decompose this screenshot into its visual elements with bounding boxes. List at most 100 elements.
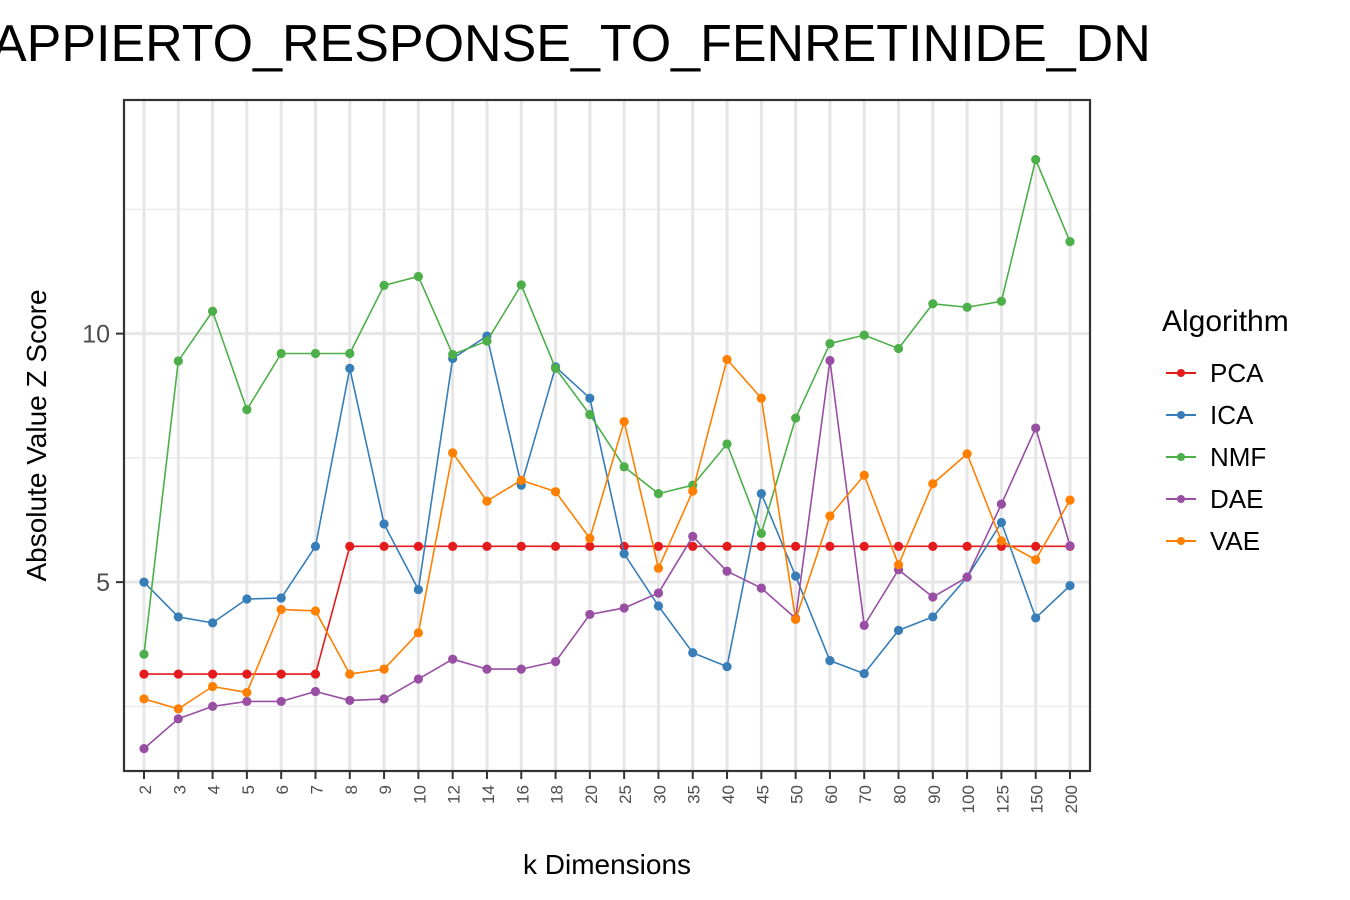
data-point-ica [585, 393, 595, 403]
data-point-nmf [345, 348, 355, 359]
x-tick-label: 6 [273, 785, 292, 794]
data-point-vae [722, 354, 732, 365]
data-point-dae [722, 566, 732, 576]
data-point-ica [996, 517, 1007, 528]
legend-key-point [1177, 495, 1185, 503]
legend-item-vae: VAE [1162, 520, 1342, 562]
data-point-pca [310, 669, 321, 679]
data-point-pca [448, 541, 458, 551]
data-point-vae [448, 448, 458, 458]
x-tick-label: 9 [376, 785, 395, 794]
series-line-vae [143, 358, 1071, 710]
data-point-nmf [276, 348, 286, 359]
data-point-ica [859, 668, 869, 679]
x-tick-label: 12 [445, 785, 464, 804]
legend-label: NMF [1210, 442, 1267, 472]
legend-label: PCA [1210, 358, 1264, 388]
legend-key-nmf [1162, 436, 1196, 478]
series-nmf [139, 155, 1075, 659]
legend-label: DAE [1210, 484, 1264, 514]
series-vae [139, 354, 1075, 714]
data-point-vae [1031, 555, 1041, 565]
data-point-ica [928, 612, 938, 622]
legend-item-nmf: NMF [1162, 436, 1342, 478]
x-tick-label: 30 [650, 785, 669, 804]
axis-ticks [116, 332, 1071, 779]
legend-label: ICA [1210, 400, 1254, 430]
data-point-pca [345, 541, 355, 551]
data-point-pca [482, 541, 492, 551]
legend-key-vae [1162, 520, 1196, 562]
data-point-dae [688, 531, 698, 541]
data-point-vae [1065, 495, 1075, 505]
data-point-nmf [653, 489, 664, 499]
data-point-ica [619, 549, 629, 559]
data-point-ica [310, 541, 321, 551]
y-tick-labels: 5 10 [82, 321, 110, 598]
data-point-vae [207, 681, 218, 692]
data-point-vae [756, 393, 766, 403]
data-point-ica [207, 618, 218, 628]
data-point-pca [242, 669, 252, 679]
data-point-pca [893, 541, 904, 551]
legend-title: Algorithm [1162, 305, 1289, 338]
data-point-vae [550, 487, 561, 497]
data-point-ica [345, 363, 355, 373]
x-tick-label: 7 [307, 785, 326, 794]
data-point-dae [585, 609, 595, 620]
data-point-nmf [756, 528, 766, 539]
x-tick-label: 25 [616, 785, 635, 804]
data-point-ica [173, 612, 183, 622]
data-point-dae [825, 355, 835, 366]
x-tick-labels: 2 3 4 5 6 7 8 9 10 12 14 16 18 20 25 30 35 40 45 50 60 70 80 90… [136, 785, 1081, 813]
data-point-ica [756, 489, 766, 499]
series-layer [139, 155, 1075, 754]
data-point-nmf [928, 299, 938, 309]
x-tick-label: 200 [1062, 785, 1081, 813]
data-point-dae [139, 744, 149, 754]
data-point-nmf [893, 343, 904, 354]
legend-key-point [1177, 453, 1185, 461]
data-point-nmf [585, 410, 595, 420]
data-point-dae [756, 583, 766, 593]
data-point-nmf [996, 296, 1007, 306]
data-point-nmf [139, 649, 149, 659]
data-point-ica [791, 571, 801, 581]
data-point-pca [1031, 541, 1041, 551]
series-dae [139, 355, 1075, 754]
legend-key-pca [1162, 352, 1196, 394]
data-point-pca [379, 541, 389, 551]
data-point-vae [996, 536, 1007, 546]
data-point-nmf [379, 280, 389, 290]
data-point-pca [276, 669, 286, 679]
data-point-nmf [173, 356, 183, 366]
x-tick-label: 60 [822, 785, 841, 804]
data-point-dae [1065, 541, 1075, 551]
data-point-nmf [482, 336, 492, 346]
data-point-pca [585, 541, 595, 551]
data-point-dae [207, 701, 218, 711]
data-point-ica [139, 577, 149, 587]
legend-key-point [1177, 411, 1185, 419]
x-tick-label: 35 [685, 785, 704, 804]
data-point-dae [962, 572, 972, 582]
data-point-vae [928, 479, 938, 489]
x-tick-label: 70 [856, 785, 875, 804]
y-tick-label: 10 [82, 321, 110, 349]
data-point-vae [413, 628, 423, 638]
data-point-nmf [825, 338, 835, 349]
x-tick-label: 90 [925, 785, 944, 804]
data-point-pca [859, 541, 869, 551]
data-point-dae [173, 714, 183, 724]
data-point-vae [242, 687, 252, 698]
series-line-pca [144, 545, 1070, 675]
data-point-pca [928, 541, 938, 551]
data-point-vae [859, 470, 869, 480]
data-point-vae [688, 486, 698, 496]
data-point-vae [791, 614, 801, 625]
data-point-dae [1031, 423, 1041, 433]
data-point-vae [516, 475, 526, 485]
data-point-dae [482, 664, 492, 674]
data-point-ica [379, 519, 389, 529]
x-tick-label: 8 [342, 785, 361, 794]
